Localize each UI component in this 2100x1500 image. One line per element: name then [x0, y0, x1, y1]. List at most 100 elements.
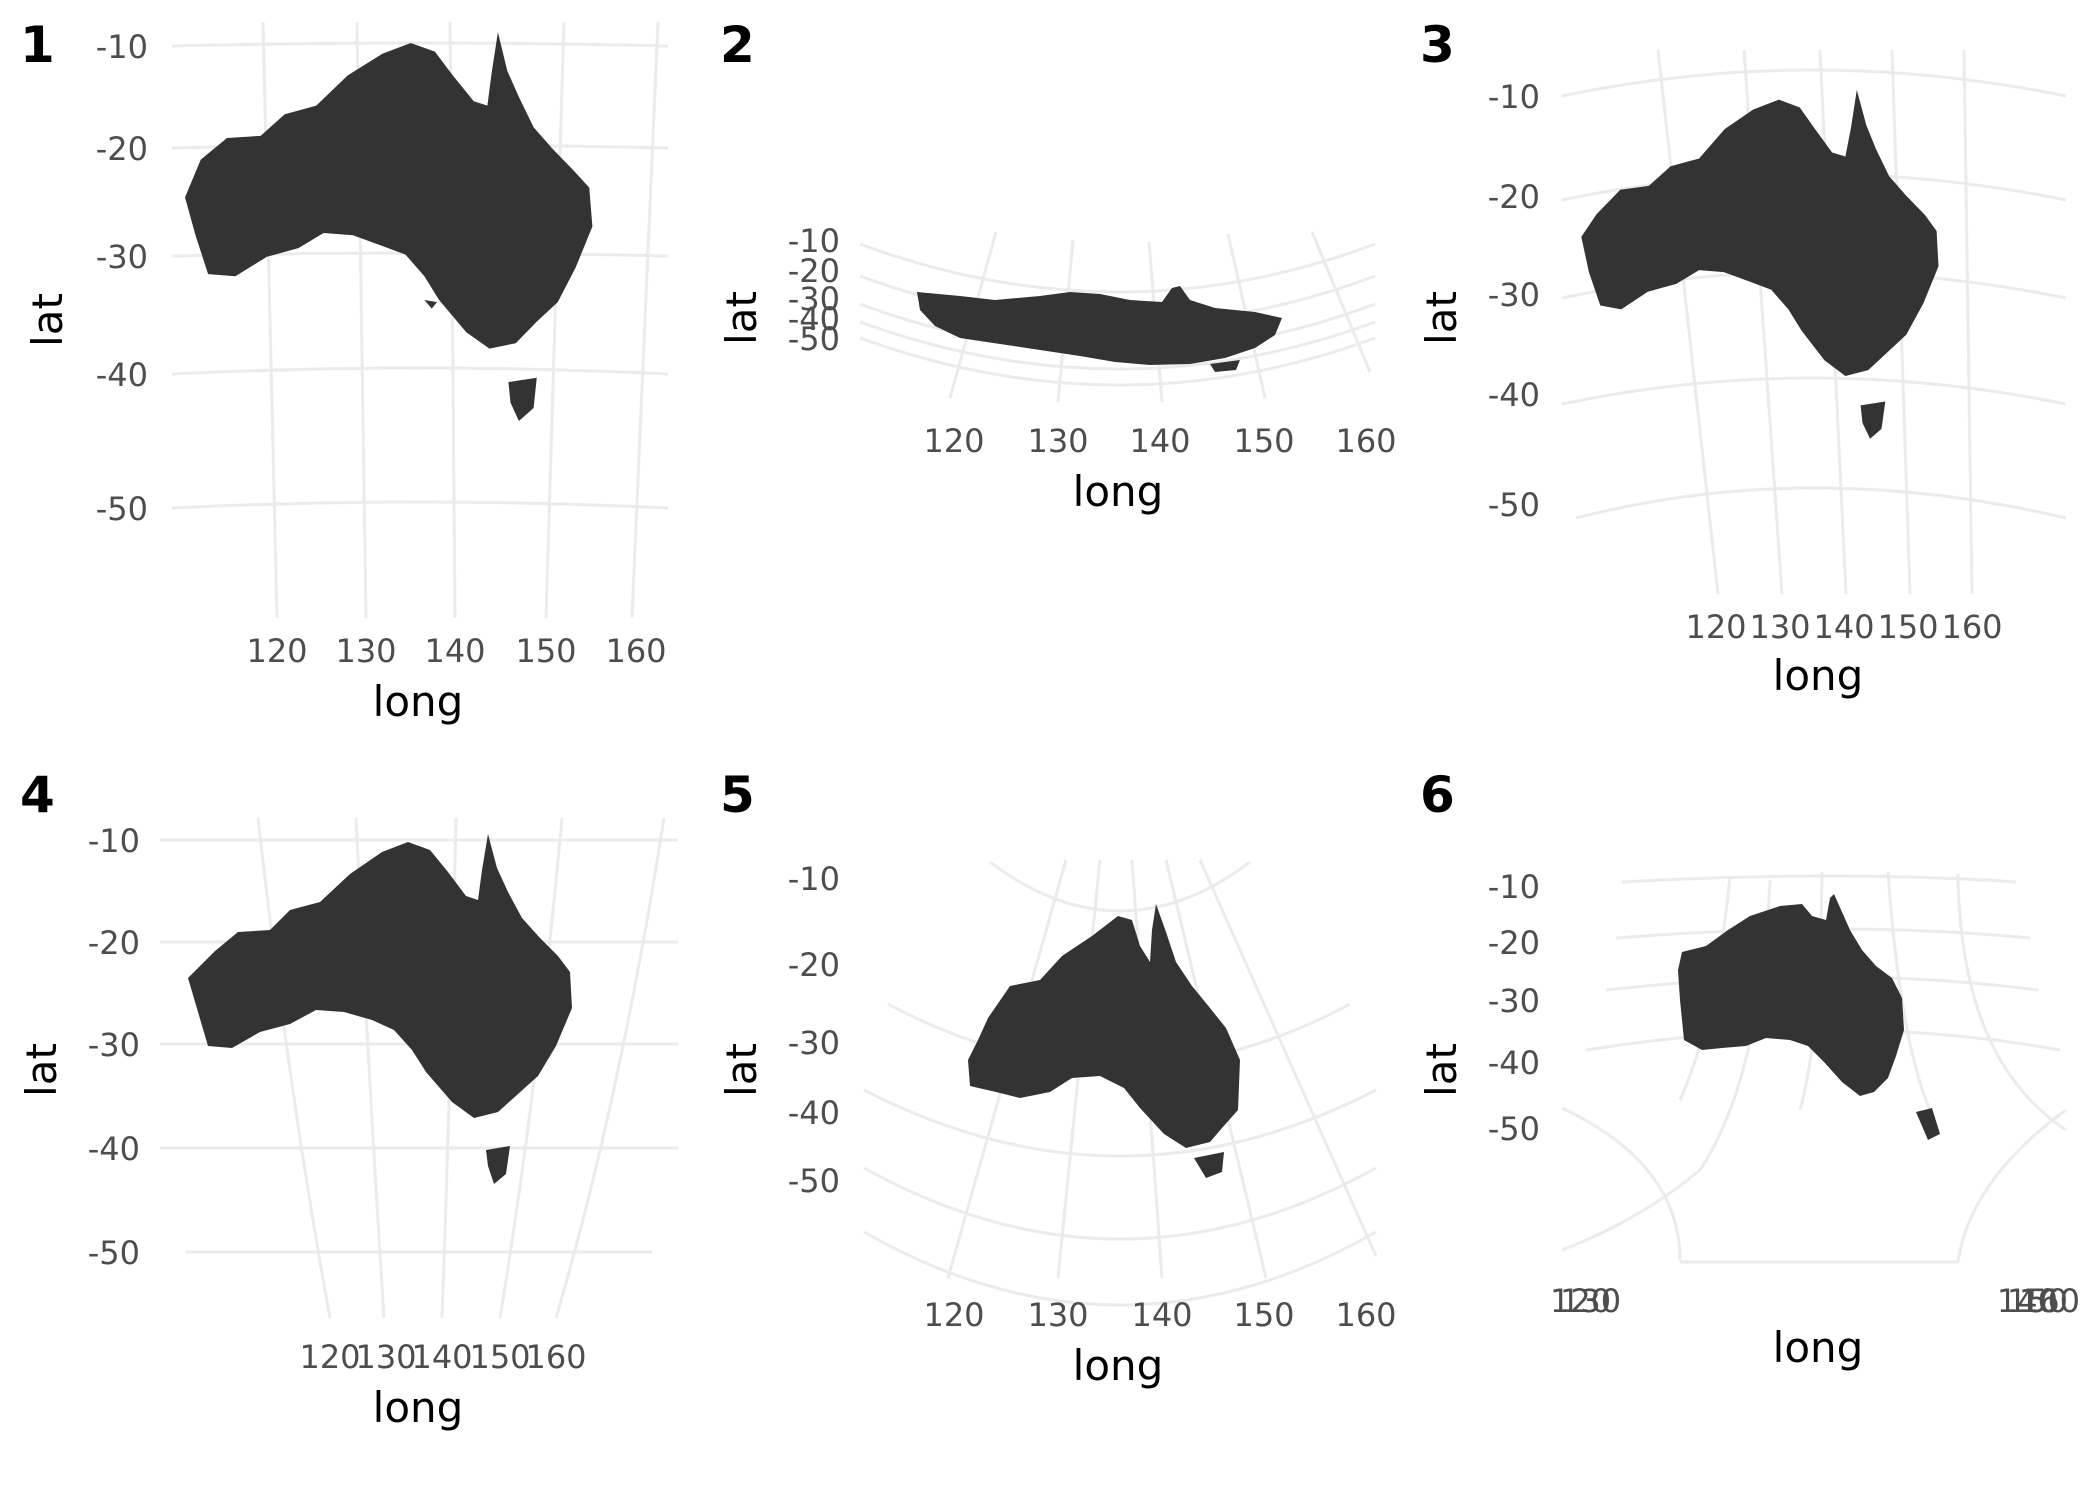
graticule-parallel: [171, 366, 669, 376]
graticule-meridian: [1886, 871, 1932, 1111]
x-tick-label: 160: [2019, 1282, 2080, 1320]
panel-6: 6 -10 -20 -30 -40 -50 120: [1417, 766, 2080, 1372]
x-tick-label: 130: [1027, 422, 1088, 460]
y-tick-label: -20: [788, 252, 840, 290]
y-tick-label: -30: [96, 238, 148, 276]
y-axis-title: lat: [717, 1043, 766, 1097]
tasmania: [1210, 360, 1240, 372]
graticule-parallel: [171, 41, 669, 48]
graticule-meridian: [261, 21, 279, 619]
x-tick-label: 150: [1233, 1296, 1294, 1334]
y-tick-label: -20: [1488, 924, 1540, 962]
panel-5: 5 -10 -20 -30 -40 -50 120 130 140: [717, 766, 1397, 1390]
tasmania: [486, 1146, 510, 1184]
australia-mainland: [1678, 894, 1904, 1096]
x-tick-label: 160: [605, 632, 666, 670]
y-tick-label: -30: [1488, 982, 1540, 1020]
graticule-meridian: [498, 817, 564, 1319]
x-tick-label: 140: [1131, 1296, 1192, 1334]
y-tick-label: -50: [1488, 486, 1540, 524]
x-tick-label: 130: [1749, 608, 1810, 646]
y-tick-label: -40: [1488, 1044, 1540, 1082]
graticule-parallel: [859, 320, 1376, 371]
graticule-parallel: [859, 336, 1376, 387]
x-tick-label: 130: [335, 632, 396, 670]
panel-tag: 5: [720, 766, 755, 824]
y-axis-ticks: -10 -20 -30 -40 -50: [1488, 78, 1540, 524]
x-tick-label: 120: [923, 1296, 984, 1334]
y-tick-label: -40: [88, 1130, 140, 1168]
y-tick-label: -50: [788, 320, 840, 358]
x-tick-label: 120: [246, 632, 307, 670]
x-axis-title: long: [373, 1383, 464, 1432]
x-tick-label: 120: [923, 422, 984, 460]
tasmania: [508, 377, 537, 421]
graticule-parallel: [1621, 874, 2017, 884]
panel-tag: 6: [1420, 766, 1455, 824]
australia-mainland: [1581, 89, 1939, 377]
graticule-meridian: [1310, 231, 1372, 373]
y-tick-label: -10: [1488, 868, 1540, 906]
x-tick-label: 140: [424, 632, 485, 670]
y-tick-label: -10: [1488, 78, 1540, 116]
australia-mainland: [917, 286, 1282, 365]
graticule-meridian: [1962, 49, 1974, 595]
graticule-meridian: [630, 21, 660, 619]
x-tick-label: 120: [1550, 1282, 1611, 1320]
graticule-parallel: [171, 500, 669, 510]
kangaroo-island: [424, 300, 437, 309]
tasmania: [1194, 1152, 1224, 1178]
tasmania: [1860, 401, 1886, 439]
panel-1: 1 -10 -20 -30 -40 -50 120 130: [20, 16, 669, 726]
y-tick-label: -40: [788, 1094, 840, 1132]
x-tick-label: 140: [1997, 1282, 2058, 1320]
x-tick-label: 120: [299, 1338, 360, 1376]
y-axis-ticks: -10 -20 -30 -40 -50: [788, 222, 840, 358]
x-tick-label: 120: [1685, 608, 1746, 646]
x-axis-title: long: [1073, 467, 1164, 516]
x-axis-title: long: [1773, 651, 1864, 700]
graticule-parallel: [989, 860, 1251, 913]
graticule-meridian: [544, 21, 566, 619]
australia-mainland: [184, 32, 593, 349]
australia-landmass: [968, 904, 1240, 1178]
graticule-parallel: [1575, 486, 2067, 520]
y-tick-label: -30: [88, 1026, 140, 1064]
x-tick-label: 130: [355, 1338, 416, 1376]
y-tick-label: -50: [788, 1162, 840, 1200]
x-tick-label: 140: [1129, 422, 1190, 460]
y-axis-title: lat: [1417, 291, 1466, 345]
x-axis-title: long: [1773, 1323, 1864, 1372]
y-tick-label: -30: [788, 1024, 840, 1062]
y-tick-label: -40: [96, 356, 148, 394]
graticule-meridian: [1198, 859, 1378, 1257]
graticule-meridian: [1956, 873, 2067, 1132]
y-tick-label: -50: [96, 490, 148, 528]
x-tick-label: 140: [411, 1338, 472, 1376]
x-tick-label: 160: [1335, 422, 1396, 460]
y-tick-label: -20: [88, 924, 140, 962]
y-axis-title: lat: [717, 291, 766, 345]
australia-mainland: [188, 834, 572, 1118]
y-tick-label: -30: [788, 280, 840, 318]
x-axis-ticks: 120 130 140 150 160: [1550, 1282, 2080, 1320]
y-tick-label: -20: [96, 130, 148, 168]
x-tick-label: 130: [1560, 1282, 1621, 1320]
panel-tag: 2: [720, 16, 755, 74]
x-tick-label: 150: [2007, 1282, 2068, 1320]
x-tick-label: 160: [1335, 1296, 1396, 1334]
x-tick-label: 160: [1941, 608, 2002, 646]
x-tick-label: 150: [515, 632, 576, 670]
graticule-parallel: [1561, 1106, 1682, 1261]
x-axis-ticks: 120 130 140 150 160: [246, 632, 666, 670]
x-axis-title: long: [1073, 1341, 1164, 1390]
y-axis-title: lat: [17, 1043, 66, 1097]
tasmania: [1916, 1108, 1940, 1140]
graticule-meridian: [256, 817, 332, 1319]
graticule-meridian: [554, 817, 666, 1319]
panel-tag: 3: [1420, 16, 1455, 74]
panel-2: 2 -10 -20 -30 -40 -50 120 130 140: [717, 16, 1397, 516]
y-axis-title: lat: [1417, 1043, 1466, 1097]
y-tick-label: -20: [1488, 178, 1540, 216]
y-tick-label: -40: [1488, 376, 1540, 414]
